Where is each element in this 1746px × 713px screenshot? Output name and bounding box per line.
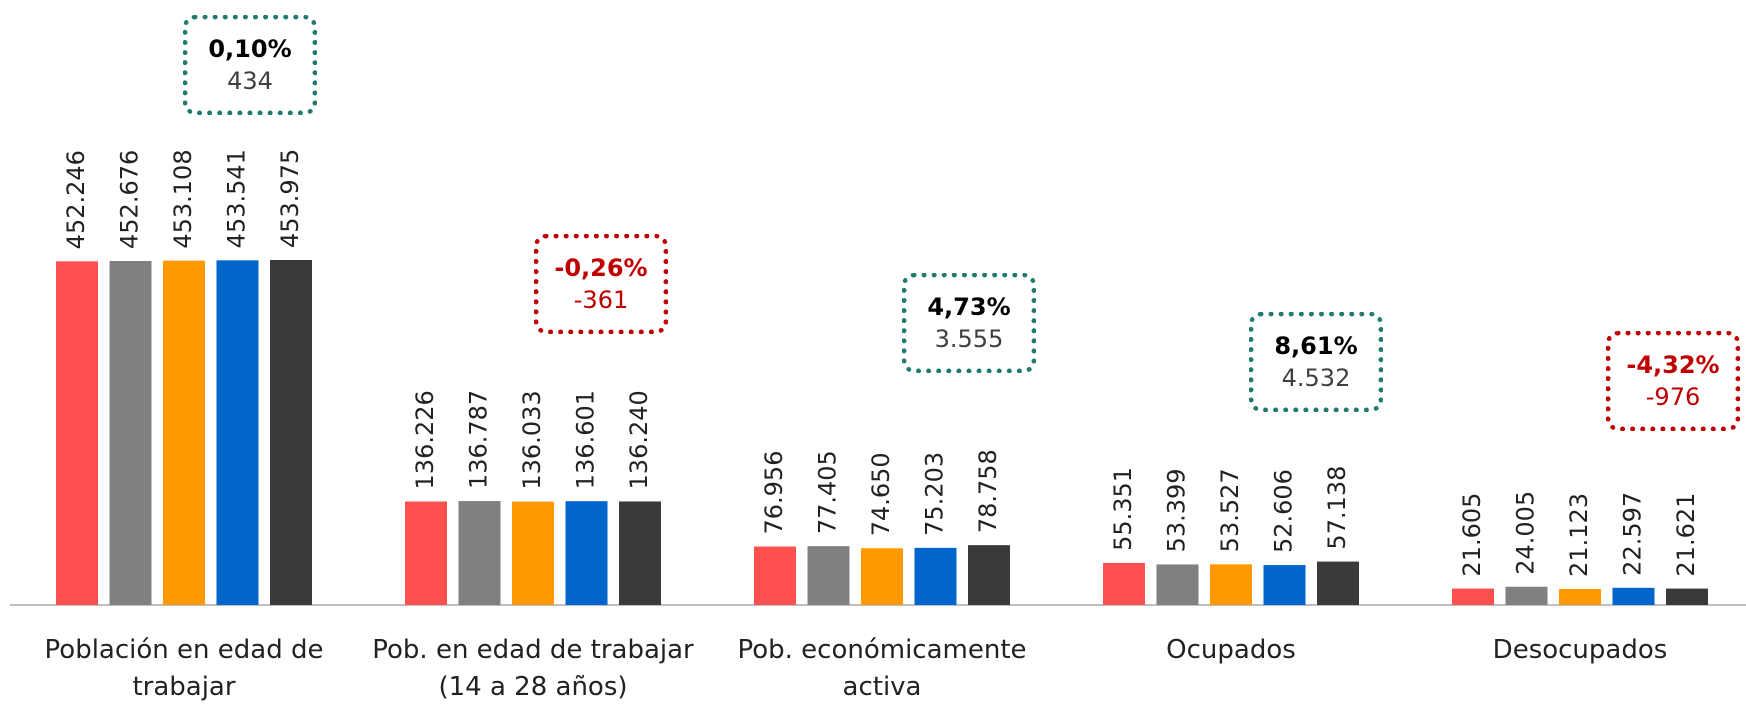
- annotation-percent: 4,73%: [927, 293, 1011, 321]
- bar: [56, 261, 98, 605]
- bar: [1505, 586, 1548, 605]
- bar: [109, 260, 152, 605]
- data-label: 21.123: [1565, 493, 1593, 577]
- data-label: 136.601: [572, 390, 600, 489]
- category-label: Pob. en edad de trabajar (14 a 28 años): [372, 635, 694, 702]
- bar: [861, 548, 903, 605]
- category-label: Pob. económicamente activa: [737, 635, 1027, 702]
- bar: [968, 545, 1010, 605]
- category-label: Ocupados: [1166, 635, 1296, 665]
- bar: [619, 501, 661, 605]
- data-label: 24.005: [1512, 491, 1540, 575]
- annotation-change: -976: [1645, 383, 1701, 411]
- bar: [458, 501, 501, 605]
- annotation-change: 3.555: [934, 325, 1004, 353]
- data-label: 74.650: [867, 452, 895, 536]
- annotation-box: 0,10% 434: [183, 15, 317, 115]
- data-label: 75.203: [921, 452, 949, 536]
- category-label: Desocupados: [1492, 635, 1668, 665]
- bar: [1103, 562, 1145, 605]
- bar: [405, 501, 447, 605]
- data-label: 52.606: [1270, 469, 1298, 553]
- annotation-change: 4.532: [1281, 364, 1351, 392]
- annotation-box: 4,73% 3.555: [902, 273, 1036, 373]
- annotation-change: 434: [227, 67, 273, 95]
- bar: [1559, 588, 1601, 605]
- bar: [1612, 587, 1655, 605]
- annotation-percent: 0,10%: [208, 35, 292, 63]
- category-label: Población en edad de trabajar: [44, 635, 324, 702]
- bar: [512, 501, 554, 605]
- data-label: 136.240: [625, 390, 653, 489]
- annotation-percent: -0,26%: [554, 254, 648, 282]
- data-label: 136.787: [465, 390, 493, 489]
- data-label: 21.621: [1672, 493, 1700, 577]
- bar: [1156, 564, 1199, 605]
- data-label: 21.605: [1458, 493, 1486, 577]
- annotation-change: -361: [573, 286, 629, 314]
- data-label: 55.351: [1109, 467, 1137, 551]
- data-label: 136.226: [411, 390, 439, 489]
- bar: [216, 260, 259, 605]
- data-label: 78.758: [974, 449, 1002, 533]
- bar: [163, 260, 205, 605]
- bar: [1263, 565, 1306, 605]
- annotation-percent: -4,32%: [1626, 351, 1720, 379]
- annotation-box: -0,26% -361: [534, 234, 668, 334]
- data-label: 453.108: [169, 149, 197, 248]
- annotation-percent: 8,61%: [1274, 332, 1358, 360]
- data-label: 452.246: [62, 150, 90, 249]
- data-label: 77.405: [814, 450, 842, 534]
- data-label: 136.033: [518, 390, 546, 489]
- bar: [1317, 561, 1359, 605]
- data-label: 53.527: [1216, 468, 1244, 552]
- bar: [1210, 564, 1252, 605]
- data-label: 76.956: [760, 451, 788, 535]
- bar: [565, 501, 608, 605]
- annotation-box: -4,32% -976: [1606, 331, 1740, 431]
- data-label: 453.541: [223, 149, 251, 248]
- bar: [754, 546, 796, 605]
- bar: [270, 260, 312, 605]
- bar: [807, 546, 850, 605]
- bar: [1452, 588, 1494, 605]
- bar: [1666, 588, 1708, 605]
- data-label: 53.399: [1163, 468, 1191, 552]
- bar: [914, 547, 957, 605]
- data-label: 453.975: [276, 149, 304, 248]
- data-label: 57.138: [1323, 466, 1351, 550]
- data-label: 22.597: [1619, 492, 1647, 576]
- annotation-box: 8,61% 4.532: [1249, 312, 1383, 412]
- data-label: 452.676: [116, 150, 144, 249]
